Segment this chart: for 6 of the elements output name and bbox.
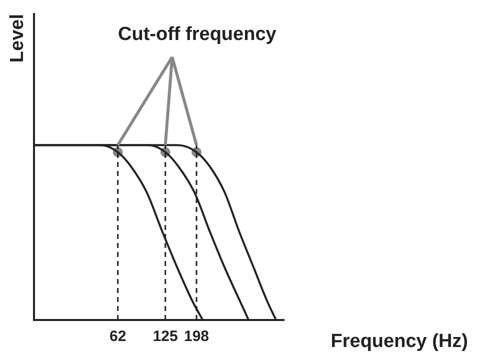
x-tick-label: 198 [184,328,210,346]
x-tick-label: 62 [109,328,126,346]
text: Cut-off frequency [118,24,277,45]
x-axis-title: Frequency (Hz) [330,331,468,352]
x-tick-label: 125 [152,328,178,346]
y-axis-title: Level [7,14,28,63]
